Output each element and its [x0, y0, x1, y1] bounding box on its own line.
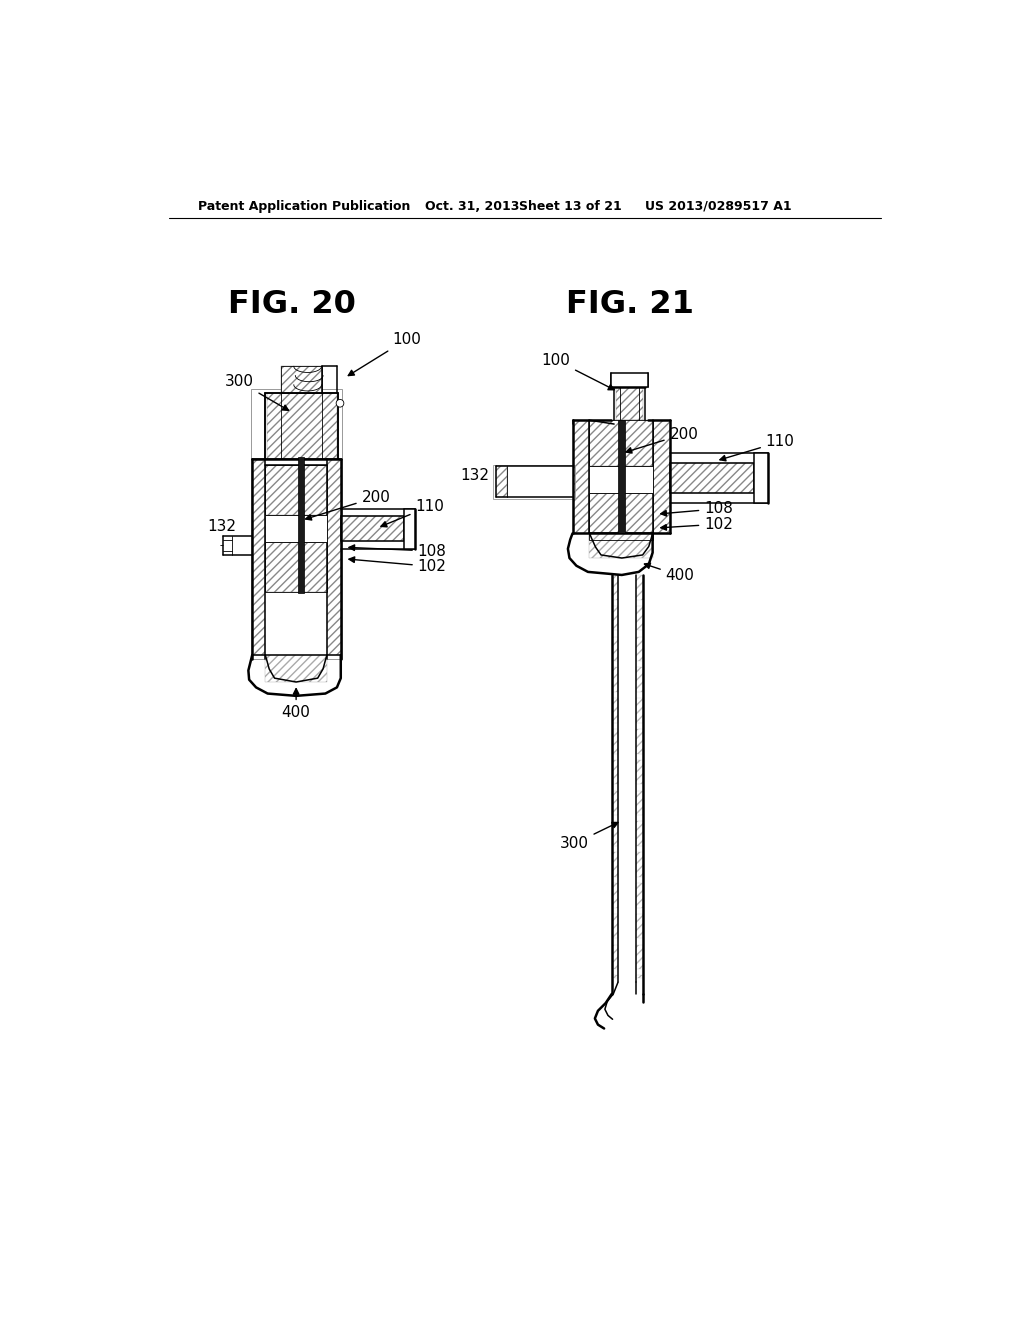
Text: US 2013/0289517 A1: US 2013/0289517 A1 — [645, 199, 792, 213]
Text: 108: 108 — [349, 544, 446, 558]
Text: 400: 400 — [644, 564, 694, 583]
Bar — [265, 515, 327, 543]
Bar — [637, 945, 643, 969]
Bar — [617, 420, 625, 533]
Bar — [615, 387, 643, 420]
Bar — [670, 462, 755, 494]
Bar — [265, 543, 327, 591]
Bar — [611, 975, 617, 978]
Text: 102: 102 — [660, 516, 733, 532]
Bar — [265, 465, 327, 515]
Bar — [611, 853, 617, 876]
Bar — [611, 668, 617, 692]
Text: FIG. 21: FIG. 21 — [565, 289, 693, 321]
Bar — [611, 698, 617, 723]
Bar — [403, 508, 416, 549]
Bar — [637, 636, 643, 661]
Bar — [611, 791, 617, 816]
Bar — [670, 462, 755, 494]
Bar — [611, 760, 617, 784]
Bar — [590, 466, 652, 494]
Bar — [637, 576, 643, 599]
Bar — [267, 393, 337, 459]
Text: FIG. 20: FIG. 20 — [228, 289, 356, 321]
Bar — [327, 459, 341, 655]
Bar — [637, 698, 643, 723]
Bar — [252, 459, 265, 655]
Bar — [572, 420, 590, 533]
Bar — [611, 821, 617, 846]
Circle shape — [336, 400, 344, 407]
Bar — [265, 465, 327, 515]
Bar — [327, 459, 341, 655]
Bar — [572, 420, 590, 533]
Bar — [611, 576, 617, 599]
Text: 102: 102 — [349, 557, 446, 574]
Text: 200: 200 — [626, 426, 698, 453]
Bar — [590, 420, 652, 466]
Text: 300: 300 — [224, 374, 289, 411]
Bar — [341, 516, 403, 541]
Bar — [637, 883, 643, 908]
Bar — [590, 494, 652, 540]
Bar — [755, 453, 768, 503]
Bar — [637, 791, 643, 816]
Text: 132: 132 — [207, 519, 237, 535]
Text: 100: 100 — [542, 352, 614, 389]
Text: 200: 200 — [305, 490, 390, 520]
Text: 132: 132 — [461, 469, 489, 483]
Bar — [615, 387, 643, 420]
Bar — [652, 420, 670, 533]
Bar — [265, 543, 327, 591]
Bar — [611, 729, 617, 754]
Bar — [341, 516, 403, 541]
Bar — [267, 393, 337, 459]
Bar — [494, 465, 574, 499]
Bar — [611, 945, 617, 969]
Text: 300: 300 — [560, 822, 617, 851]
Bar — [611, 606, 617, 631]
Bar — [251, 389, 342, 659]
Bar — [637, 853, 643, 876]
Bar — [652, 420, 670, 533]
Bar — [265, 655, 327, 682]
Bar — [252, 459, 265, 655]
Bar — [496, 466, 507, 498]
Bar — [282, 367, 322, 393]
Bar — [637, 606, 643, 631]
Text: Sheet 13 of 21: Sheet 13 of 21 — [519, 199, 623, 213]
Text: Patent Application Publication: Patent Application Publication — [198, 199, 410, 213]
Text: Oct. 31, 2013: Oct. 31, 2013 — [425, 199, 520, 213]
Bar — [611, 913, 617, 939]
Text: 110: 110 — [720, 434, 795, 461]
Text: 108: 108 — [660, 502, 733, 516]
Bar — [611, 374, 648, 387]
Bar — [637, 913, 643, 939]
Bar — [637, 821, 643, 846]
Bar — [637, 668, 643, 692]
Text: 100: 100 — [348, 331, 421, 376]
Bar — [637, 760, 643, 784]
Bar — [611, 636, 617, 661]
Bar — [637, 975, 643, 978]
Bar — [611, 883, 617, 908]
Bar — [590, 494, 652, 540]
Text: 110: 110 — [381, 499, 444, 527]
Bar — [590, 533, 652, 558]
Text: 400: 400 — [282, 689, 310, 721]
Bar — [637, 729, 643, 754]
Bar — [590, 420, 652, 466]
Bar — [265, 393, 339, 459]
Bar — [282, 367, 322, 393]
Bar — [298, 457, 304, 594]
